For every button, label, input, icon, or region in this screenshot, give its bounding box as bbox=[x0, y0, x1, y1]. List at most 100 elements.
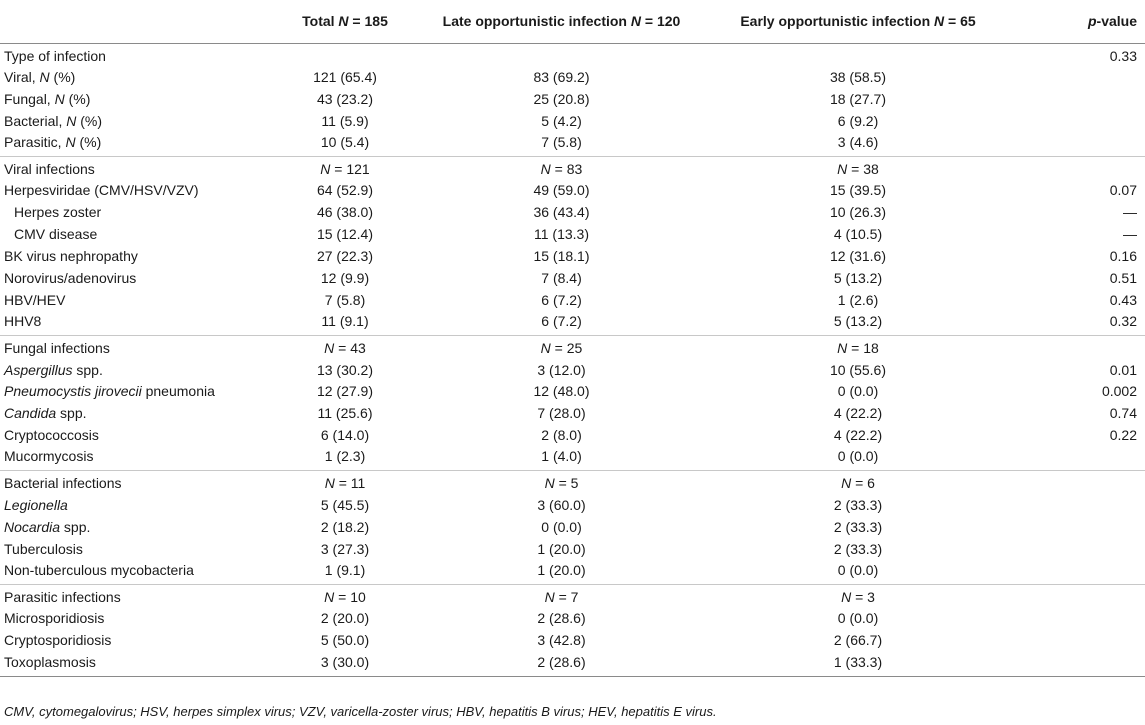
table-row: Herpesviridae (CMV/HSV/VZV) 64 (52.9) 49 (… bbox=[0, 180, 1145, 202]
row-label: HHV8 bbox=[4, 313, 42, 330]
pvalue-cell: 0.74 bbox=[1109, 405, 1137, 422]
late-cell bbox=[420, 43, 703, 67]
pvalue-cell: 0.32 bbox=[1109, 313, 1137, 330]
section-parasitic: Parasitic infections N = 10 N = 7 N = 3 Micr… bbox=[0, 585, 1145, 677]
early-cell: 5 (13.2) bbox=[833, 269, 883, 286]
table-row: Viral, N (%) 121 (65.4) 83 (69.2) 38 (58.5) bbox=[0, 67, 1145, 89]
table-row: Mucormycosis 1 (2.3) 1 (4.0) 0 (0.0) bbox=[0, 446, 1145, 471]
table-row: Aspergillus spp. 13 (30.2) 3 (12.0) 10 (55.… bbox=[0, 359, 1145, 381]
table-row: Cryptococcosis 6 (14.0) 2 (8.0) 4 (22.2) 0.2… bbox=[0, 425, 1145, 447]
total-cell: 12 (9.9) bbox=[320, 269, 370, 286]
table-row: Microsporidiosis 2 (20.0) 2 (28.6) 0 (0.0) bbox=[0, 608, 1145, 630]
opportunistic-infection-table: Total N = 185 Late opportunistic infecti… bbox=[0, 0, 1145, 677]
table-row: BK virus nephropathy 27 (22.3) 15 (18.1) 12… bbox=[0, 246, 1145, 268]
pvalue-cell bbox=[1013, 446, 1145, 471]
total-cell bbox=[270, 43, 420, 67]
pvalue-cell: 0.22 bbox=[1109, 427, 1137, 444]
early-cell: 2 (33.3) bbox=[833, 496, 883, 513]
table-header: Total N = 185 Late opportunistic infecti… bbox=[0, 0, 1145, 43]
late-cell: 2 (8.0) bbox=[541, 427, 582, 444]
total-cell: 1 (2.3) bbox=[324, 448, 366, 465]
pvalue-cell bbox=[1013, 67, 1145, 89]
pvalue-cell: 0.002 bbox=[1101, 383, 1137, 400]
row-label: Pneumocystis jirovecii pneumonia bbox=[4, 383, 215, 400]
early-cell: 1 (33.3) bbox=[833, 653, 883, 670]
table-row: Fungal infections N = 43 N = 25 N = 18 bbox=[0, 336, 1145, 360]
section-bacterial: Bacterial infections N = 11 N = 5 N = 6 Legi… bbox=[0, 471, 1145, 585]
early-cell: 2 (33.3) bbox=[833, 518, 883, 535]
table-row: Fungal, N (%) 43 (23.2) 25 (20.8) 18 (27.7) bbox=[0, 88, 1145, 110]
late-cell: N = 7 bbox=[544, 589, 579, 605]
early-cell: 0 (0.0) bbox=[837, 383, 879, 400]
early-cell: 4 (22.2) bbox=[833, 405, 883, 422]
pvalue-cell: — bbox=[1123, 204, 1137, 221]
row-label: Viral, N (%) bbox=[4, 68, 76, 85]
row-label: Nocardia spp. bbox=[4, 518, 91, 535]
header-late-text: Late opportunistic infection N = 120 bbox=[442, 13, 681, 30]
pvalue-cell bbox=[1013, 538, 1145, 560]
total-cell: N = 43 bbox=[324, 340, 366, 357]
header-label-col bbox=[0, 0, 270, 43]
table-row: Nocardia spp. 2 (18.2) 0 (0.0) 2 (33.3) bbox=[0, 516, 1145, 538]
late-cell: N = 83 bbox=[540, 161, 583, 178]
pvalue-cell: 0.07 bbox=[1109, 182, 1137, 199]
row-label: Bacterial, N (%) bbox=[4, 112, 103, 129]
pvalue-cell bbox=[1013, 132, 1145, 157]
total-cell: 121 (65.4) bbox=[313, 68, 377, 85]
total-cell: 11 (25.6) bbox=[317, 405, 373, 422]
early-cell: 3 (4.6) bbox=[837, 134, 879, 151]
pvalue-cell: 0.43 bbox=[1109, 291, 1137, 308]
total-cell: N = 121 bbox=[320, 161, 370, 178]
early-cell: 12 (31.6) bbox=[829, 247, 887, 264]
early-cell bbox=[703, 43, 1013, 67]
header-late-col: Late opportunistic infection N = 120 bbox=[420, 0, 703, 43]
total-cell: 64 (52.9) bbox=[316, 182, 374, 199]
total-cell: 2 (20.0) bbox=[320, 610, 370, 627]
row-label: Viral infections bbox=[4, 161, 95, 178]
table-row: Cryptosporidiosis 5 (50.0) 3 (42.8) 2 (66.7… bbox=[0, 630, 1145, 652]
total-cell: 15 (12.4) bbox=[316, 226, 374, 243]
late-cell: 7 (28.0) bbox=[537, 405, 586, 422]
late-cell: 12 (48.0) bbox=[533, 383, 590, 400]
table-row: Bacterial infections N = 11 N = 5 N = 6 bbox=[0, 471, 1145, 495]
total-cell: 11 (9.1) bbox=[321, 313, 369, 330]
total-cell: 1 (9.1) bbox=[324, 562, 366, 578]
section-viral: Viral infections N = 121 N = 83 N = 38 Herpe… bbox=[0, 157, 1145, 336]
row-label: Mucormycosis bbox=[4, 448, 94, 465]
pvalue-cell: 0.16 bbox=[1109, 247, 1137, 264]
row-label: Candida spp. bbox=[4, 405, 87, 422]
table-row: Norovirus/adenovirus 12 (9.9) 7 (8.4) 5 (13… bbox=[0, 267, 1145, 289]
total-cell: 5 (50.0) bbox=[320, 632, 370, 649]
late-cell: 6 (7.2) bbox=[541, 291, 582, 308]
table-row: HHV8 11 (9.1) 6 (7.2) 5 (13.2) 0.32 bbox=[0, 311, 1145, 336]
pvalue-cell bbox=[1013, 494, 1145, 516]
late-cell: 7 (8.4) bbox=[541, 269, 582, 286]
total-cell: 13 (30.2) bbox=[316, 361, 374, 378]
table-row: Viral infections N = 121 N = 83 N = 38 bbox=[0, 157, 1145, 181]
late-cell: N = 5 bbox=[544, 475, 579, 492]
total-cell: 10 (5.4) bbox=[320, 134, 370, 151]
late-cell: 11 (13.3) bbox=[534, 226, 589, 243]
table-row: Bacterial, N (%) 11 (5.9) 5 (4.2) 6 (9.2) bbox=[0, 110, 1145, 132]
late-cell: N = 25 bbox=[540, 340, 583, 357]
header-total-col: Total N = 185 bbox=[270, 0, 420, 43]
early-cell: 6 (9.2) bbox=[837, 112, 879, 129]
table-row: Candida spp. 11 (25.6) 7 (28.0) 4 (22.2) 0.7… bbox=[0, 403, 1145, 425]
pvalue-cell bbox=[1013, 336, 1145, 360]
early-cell: 10 (55.6) bbox=[829, 361, 887, 378]
early-cell: N = 6 bbox=[841, 475, 875, 492]
early-cell: 10 (26.3) bbox=[829, 204, 887, 221]
pvalue-cell: 0.33 bbox=[1109, 47, 1137, 64]
early-cell: 38 (58.5) bbox=[829, 68, 887, 85]
pvalue-cell bbox=[1013, 157, 1145, 181]
table-row: Legionella 5 (45.5) 3 (60.0) 2 (33.3) bbox=[0, 494, 1145, 516]
total-cell: 12 (27.9) bbox=[316, 383, 374, 400]
row-label: Fungal infections bbox=[4, 340, 110, 357]
row-label: Bacterial infections bbox=[4, 475, 122, 492]
row-label: Fungal, N (%) bbox=[4, 90, 91, 107]
header-row: Total N = 185 Late opportunistic infecti… bbox=[0, 0, 1145, 43]
pvalue-cell bbox=[1013, 88, 1145, 110]
pvalue-cell bbox=[1013, 110, 1145, 132]
section-type: Type of infection 0.33 Viral, N (%) 121 (65… bbox=[0, 43, 1145, 157]
row-label: Non-tuberculous mycobacteria bbox=[4, 562, 194, 578]
